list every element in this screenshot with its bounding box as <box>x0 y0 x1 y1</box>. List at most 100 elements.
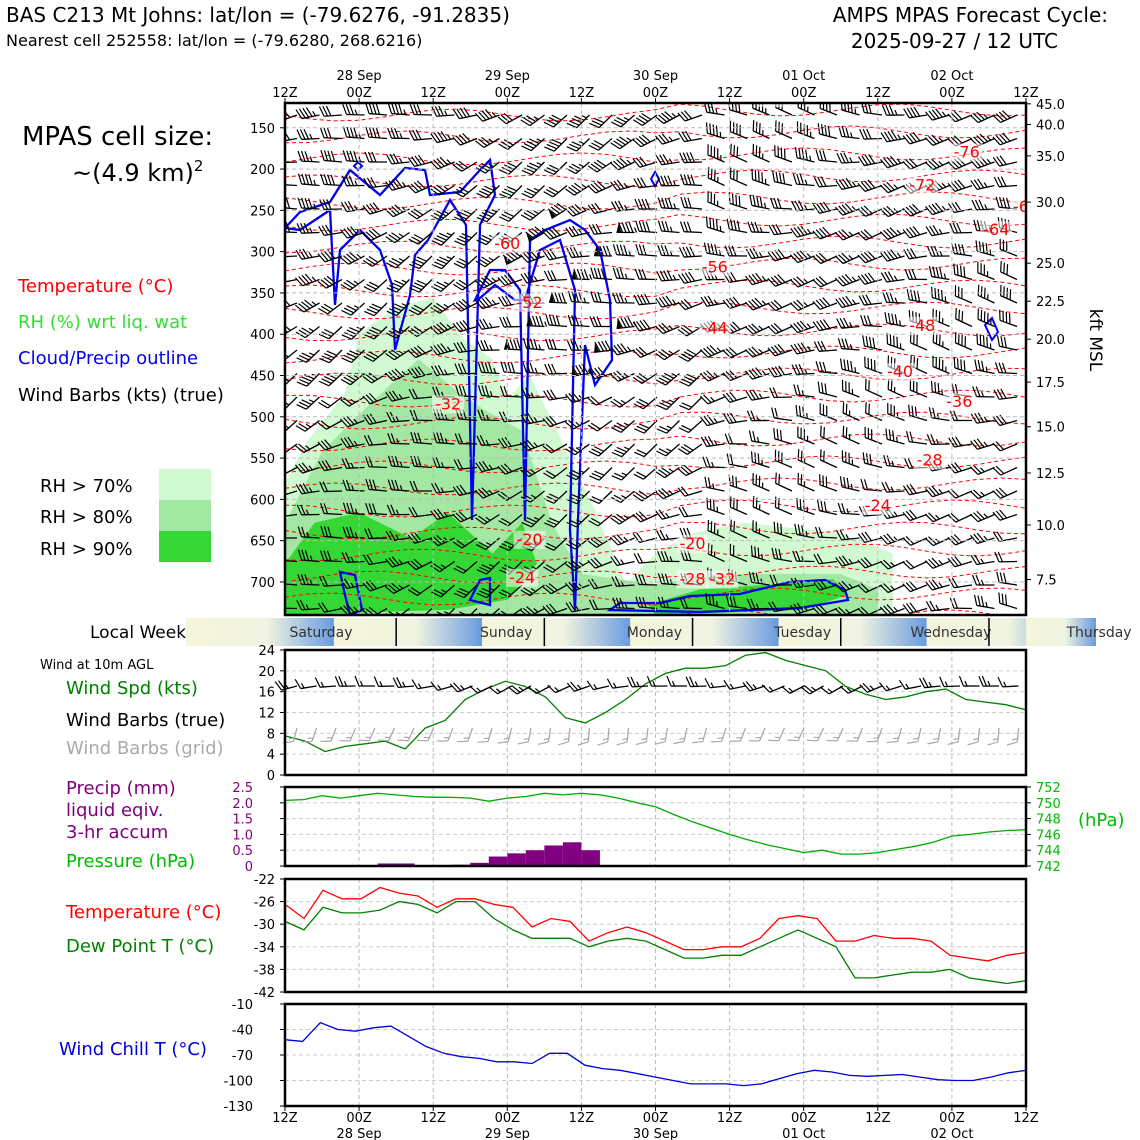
wind-barb-full <box>822 226 831 236</box>
wind-barb <box>947 201 973 214</box>
wind-barb-staff <box>841 109 860 116</box>
wind-barb-grid-staff <box>817 727 825 741</box>
wind-barb-full <box>954 462 962 472</box>
wind-barb <box>773 428 793 445</box>
wind-barb <box>767 365 793 378</box>
wind-barb-full <box>710 521 713 533</box>
wind-barb-half <box>308 399 315 403</box>
wind-barb-full <box>520 469 530 478</box>
wind-barb-true-full <box>586 680 594 691</box>
wind-barb-full <box>683 597 689 609</box>
wind-barb-full <box>547 270 554 281</box>
wind-barb-full <box>746 598 753 610</box>
wind-barb <box>970 438 995 450</box>
wind-barb-full <box>319 357 330 364</box>
wind-barb-full <box>368 392 378 402</box>
wind-barb-full <box>298 249 306 259</box>
wind-barb-full <box>343 307 355 314</box>
wind-barb-full <box>590 183 600 192</box>
wind-barb <box>499 185 523 199</box>
wind-barb-full <box>452 541 463 549</box>
wind-barb-full <box>463 107 471 117</box>
wind-barb-grid <box>497 727 513 744</box>
wind-barb <box>632 511 658 523</box>
wind-barb-full <box>866 128 872 140</box>
wind-barb-full <box>455 539 466 547</box>
wind-barb-full <box>886 333 889 345</box>
wind-barb-staff <box>596 419 613 432</box>
wind-barb-full <box>664 551 670 562</box>
wind-barb <box>521 185 545 199</box>
wind-barb-full <box>638 346 648 355</box>
wind-barb-full <box>977 178 985 189</box>
wind-barb-full <box>543 191 554 198</box>
wind-barb <box>475 255 500 268</box>
wind-barb-full <box>522 362 528 373</box>
wind-barb-staff <box>391 442 410 445</box>
wind-barb-full <box>324 459 332 470</box>
wind-barb-full <box>931 557 940 567</box>
wind-barb-staff <box>285 255 298 258</box>
wind-barb-flag <box>548 209 556 219</box>
wind-barb-full <box>797 343 805 353</box>
wind-barb <box>928 407 950 422</box>
wind-barb <box>295 462 320 474</box>
wind-barb <box>365 502 388 516</box>
wind-barb-full <box>343 228 352 238</box>
wind-barb-grid-staff <box>645 727 649 742</box>
wind-barb-staff <box>707 177 725 187</box>
wind-barb-grid-staff <box>626 727 630 742</box>
wind-barb-staff <box>819 391 838 398</box>
wind-barb-full <box>909 227 917 237</box>
wind-barb <box>632 490 658 502</box>
wind-barb-true-full <box>939 676 945 687</box>
wind-barb-half <box>715 108 718 114</box>
wind-barb-half <box>666 448 672 452</box>
wind-barb <box>902 509 928 522</box>
wind-barb <box>879 583 905 594</box>
wind-barb-full <box>954 285 957 297</box>
wind-barb-full <box>498 520 509 527</box>
wind-barb-full <box>948 578 955 588</box>
wind-barb-half <box>983 113 989 119</box>
wind-barb-full <box>957 179 966 189</box>
wind-barb-full <box>300 574 306 585</box>
wind-barb-full <box>818 252 828 261</box>
wind-barb-full <box>547 363 554 375</box>
wind-barb-full <box>841 338 846 350</box>
wind-barb-full <box>660 175 666 186</box>
wind-barb <box>748 571 770 586</box>
wind-barb-full <box>320 252 329 262</box>
wind-barb-half <box>578 469 585 474</box>
wind-barb-full <box>279 598 283 608</box>
wind-barb <box>362 413 388 425</box>
wind-barb-full <box>883 183 892 192</box>
wind-barb-staff <box>932 341 950 351</box>
pressure-ytick-label: 748 <box>1036 813 1061 828</box>
wind-barb-full <box>883 229 892 239</box>
wind-barb <box>814 526 838 539</box>
wind-barb <box>432 457 455 469</box>
wind-barb-staff <box>909 414 928 422</box>
wind-barb-true-half <box>729 683 734 689</box>
wind-barb <box>565 391 590 404</box>
wind-barb-half <box>309 579 313 585</box>
wind-barb-full <box>1009 289 1012 300</box>
wind-barb-full <box>791 364 798 375</box>
wind-barb-full <box>296 129 303 140</box>
cloud-outline-4 <box>606 578 850 614</box>
wind-barb-half <box>536 253 542 258</box>
wind-barb-full <box>479 590 490 596</box>
wind-barb-full <box>279 550 284 560</box>
wind-barb-full <box>795 550 801 562</box>
wind-barb <box>839 358 860 375</box>
wind-barb-full <box>867 427 870 439</box>
wind-barb-full <box>781 452 783 464</box>
wind-barb-full <box>865 336 869 347</box>
wind-barb-full <box>340 399 350 407</box>
wind-barb-full <box>682 152 689 163</box>
wind-barb-full <box>746 410 753 421</box>
wind-barb-full <box>323 526 329 537</box>
wind-barb-full <box>815 149 820 161</box>
wind-barb <box>819 403 838 422</box>
